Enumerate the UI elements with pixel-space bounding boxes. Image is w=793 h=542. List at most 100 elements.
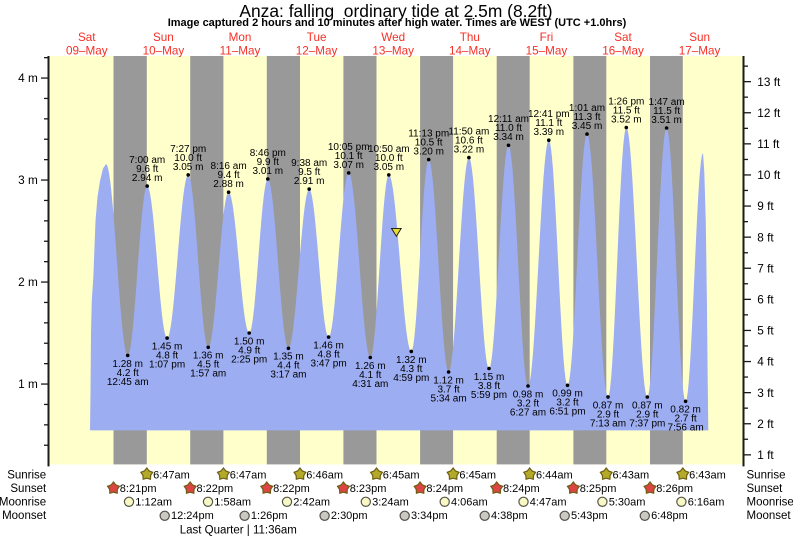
svg-text:4 m: 4 m bbox=[18, 71, 38, 85]
svg-text:Moonrise: Moonrise bbox=[0, 496, 46, 508]
svg-text:8:22pm: 8:22pm bbox=[273, 483, 310, 495]
svg-text:9 ft: 9 ft bbox=[757, 199, 774, 213]
svg-text:Thu: Thu bbox=[460, 31, 480, 44]
svg-text:2:42am: 2:42am bbox=[293, 496, 330, 508]
svg-text:Sunrise: Sunrise bbox=[747, 469, 786, 481]
svg-text:3:47 pm: 3:47 pm bbox=[311, 359, 347, 370]
svg-text:6:43am: 6:43am bbox=[689, 469, 726, 481]
svg-text:1 m: 1 m bbox=[18, 377, 38, 391]
svg-text:1:57 am: 1:57 am bbox=[190, 369, 226, 380]
svg-text:7 ft: 7 ft bbox=[757, 261, 774, 275]
svg-text:5:30am: 5:30am bbox=[609, 496, 646, 508]
svg-text:3 ft: 3 ft bbox=[757, 386, 774, 400]
svg-text:Image captured 2 hours and 10: Image captured 2 hours and 10 minutes af… bbox=[168, 17, 627, 29]
svg-text:6:45am: 6:45am bbox=[383, 469, 420, 481]
svg-text:3.05 m: 3.05 m bbox=[173, 162, 204, 173]
svg-text:11–May: 11–May bbox=[220, 45, 261, 58]
svg-text:4:31 am: 4:31 am bbox=[352, 379, 388, 390]
svg-text:3.34 m: 3.34 m bbox=[493, 132, 524, 143]
svg-text:3.01 m: 3.01 m bbox=[253, 166, 284, 177]
svg-text:8 ft: 8 ft bbox=[757, 230, 774, 244]
svg-text:11 ft: 11 ft bbox=[757, 137, 780, 151]
svg-text:17–May: 17–May bbox=[679, 45, 721, 58]
svg-text:13–May: 13–May bbox=[372, 45, 414, 58]
svg-text:3.07 m: 3.07 m bbox=[333, 160, 364, 171]
svg-text:5 ft: 5 ft bbox=[757, 324, 774, 338]
svg-text:1:12am: 1:12am bbox=[135, 496, 172, 508]
svg-text:6:16am: 6:16am bbox=[688, 496, 725, 508]
svg-text:2:25 pm: 2:25 pm bbox=[231, 354, 267, 365]
svg-text:Moonset: Moonset bbox=[747, 510, 792, 522]
svg-text:14–May: 14–May bbox=[449, 45, 491, 58]
svg-text:12–May: 12–May bbox=[296, 45, 338, 58]
svg-text:1:58am: 1:58am bbox=[214, 496, 251, 508]
svg-text:Sunset: Sunset bbox=[747, 483, 784, 495]
svg-text:Tue: Tue bbox=[307, 31, 327, 44]
svg-text:6:51 pm: 6:51 pm bbox=[549, 407, 585, 418]
svg-text:2:30pm: 2:30pm bbox=[331, 510, 368, 522]
svg-text:7:13 am: 7:13 am bbox=[590, 418, 626, 429]
svg-text:4:38pm: 4:38pm bbox=[491, 510, 528, 522]
svg-text:Sunrise: Sunrise bbox=[7, 469, 46, 481]
svg-text:2 m: 2 m bbox=[18, 275, 38, 289]
svg-text:6:47am: 6:47am bbox=[230, 469, 267, 481]
svg-text:6:46am: 6:46am bbox=[306, 469, 343, 481]
svg-text:10 ft: 10 ft bbox=[757, 168, 781, 182]
svg-text:Wed: Wed bbox=[381, 31, 405, 44]
svg-text:12 ft: 12 ft bbox=[757, 106, 781, 120]
svg-text:12:24pm: 12:24pm bbox=[171, 510, 214, 522]
svg-text:2.94 m: 2.94 m bbox=[132, 173, 163, 184]
svg-text:15–May: 15–May bbox=[526, 45, 568, 58]
svg-text:6:27 am: 6:27 am bbox=[510, 407, 546, 418]
svg-text:6:47am: 6:47am bbox=[153, 469, 190, 481]
svg-text:Fri: Fri bbox=[540, 31, 554, 44]
svg-text:8:22pm: 8:22pm bbox=[197, 483, 234, 495]
svg-text:4:06am: 4:06am bbox=[451, 496, 488, 508]
svg-text:8:26pm: 8:26pm bbox=[656, 483, 693, 495]
svg-text:5:43pm: 5:43pm bbox=[571, 510, 608, 522]
svg-text:8:24pm: 8:24pm bbox=[426, 483, 463, 495]
svg-text:Sun: Sun bbox=[689, 31, 710, 44]
svg-text:8:21pm: 8:21pm bbox=[120, 483, 157, 495]
svg-text:3.05 m: 3.05 m bbox=[374, 162, 405, 173]
svg-text:3.45 m: 3.45 m bbox=[572, 121, 603, 132]
svg-text:8:23pm: 8:23pm bbox=[350, 483, 387, 495]
svg-text:5:59 pm: 5:59 pm bbox=[471, 390, 507, 401]
svg-text:2.91 m: 2.91 m bbox=[294, 176, 325, 187]
svg-text:3.20 m: 3.20 m bbox=[413, 147, 444, 158]
svg-text:5:34 am: 5:34 am bbox=[431, 393, 467, 404]
svg-text:Sunset: Sunset bbox=[10, 483, 47, 495]
svg-text:10–May: 10–May bbox=[143, 45, 185, 58]
svg-text:3.52 m: 3.52 m bbox=[611, 114, 642, 125]
svg-text:4 ft: 4 ft bbox=[757, 355, 774, 369]
svg-text:13 ft: 13 ft bbox=[757, 75, 781, 89]
svg-text:1:26pm: 1:26pm bbox=[251, 510, 288, 522]
svg-text:4:59 pm: 4:59 pm bbox=[393, 373, 429, 384]
svg-text:Moonrise: Moonrise bbox=[747, 496, 793, 508]
svg-text:09–May: 09–May bbox=[66, 45, 108, 58]
svg-text:6:48pm: 6:48pm bbox=[651, 510, 688, 522]
svg-text:6:44am: 6:44am bbox=[536, 469, 573, 481]
svg-text:3.39 m: 3.39 m bbox=[534, 127, 565, 138]
svg-text:2.88 m: 2.88 m bbox=[213, 179, 244, 190]
svg-text:Moonset: Moonset bbox=[2, 510, 47, 522]
svg-text:6:43am: 6:43am bbox=[613, 469, 650, 481]
svg-text:3:34pm: 3:34pm bbox=[411, 510, 448, 522]
svg-text:6:45am: 6:45am bbox=[459, 469, 496, 481]
svg-text:8:25pm: 8:25pm bbox=[580, 483, 617, 495]
svg-text:1 ft: 1 ft bbox=[757, 448, 774, 462]
svg-text:3 m: 3 m bbox=[18, 173, 38, 187]
svg-text:3.51 m: 3.51 m bbox=[651, 115, 682, 126]
svg-text:Sat: Sat bbox=[78, 31, 96, 44]
svg-text:4:47am: 4:47am bbox=[530, 496, 567, 508]
svg-text:3:17 am: 3:17 am bbox=[270, 370, 306, 381]
svg-text:2 ft: 2 ft bbox=[757, 417, 774, 431]
svg-text:6 ft: 6 ft bbox=[757, 293, 774, 307]
svg-text:Last Quarter | 11:36am: Last Quarter | 11:36am bbox=[180, 525, 297, 537]
svg-text:16–May: 16–May bbox=[602, 45, 644, 58]
svg-text:3:24am: 3:24am bbox=[372, 496, 409, 508]
svg-text:Mon: Mon bbox=[229, 31, 252, 44]
svg-text:1:07 pm: 1:07 pm bbox=[149, 360, 185, 371]
svg-text:3.22 m: 3.22 m bbox=[454, 145, 485, 156]
svg-text:7:56 am: 7:56 am bbox=[668, 423, 704, 434]
